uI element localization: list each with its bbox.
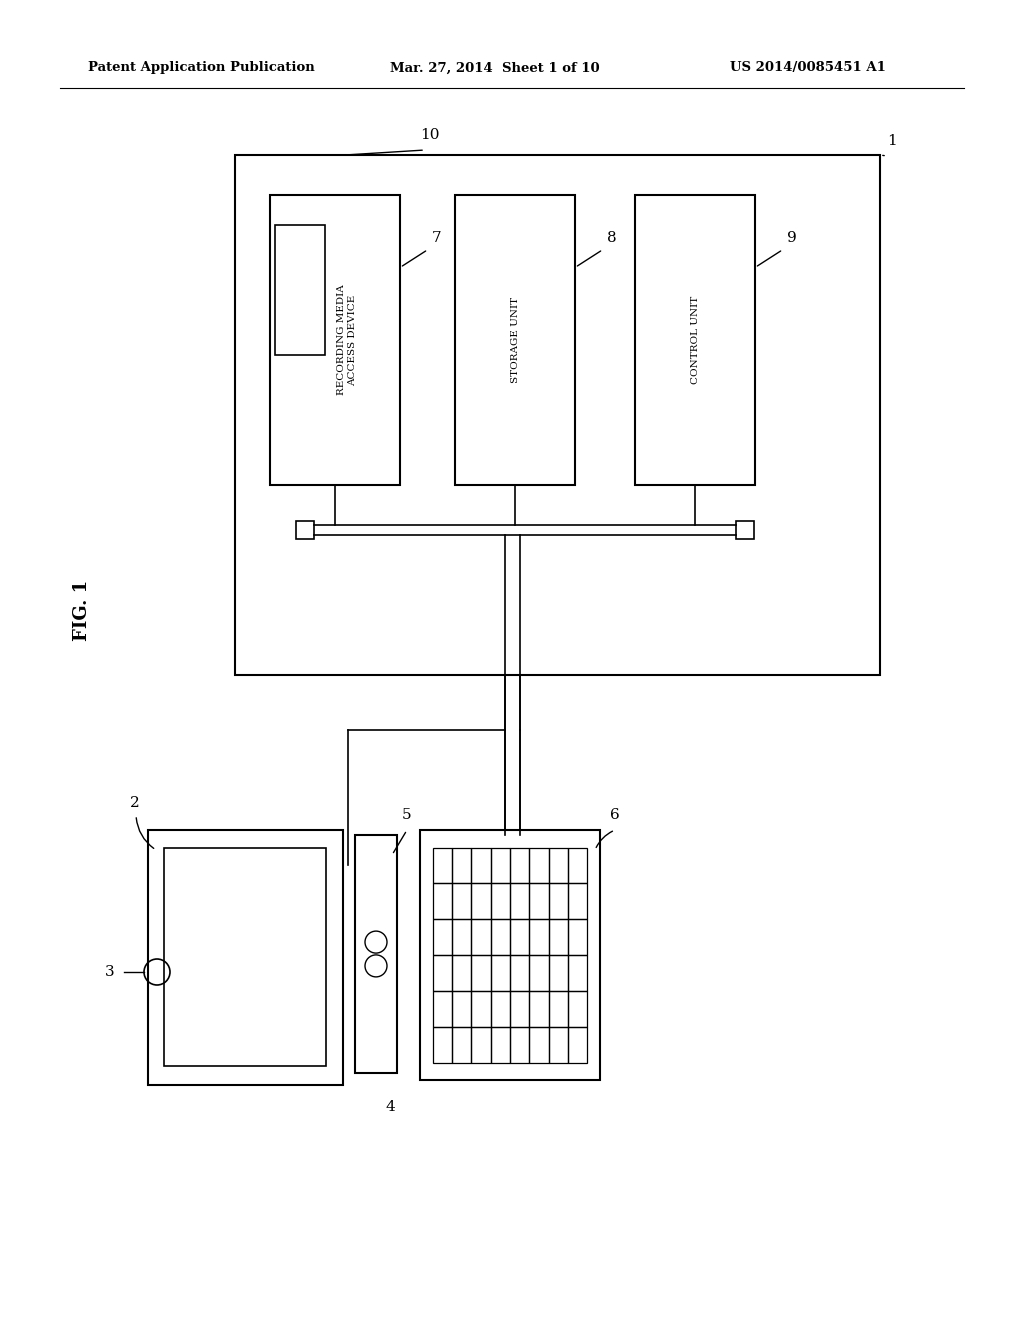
- Bar: [432, 847, 452, 883]
- Bar: [510, 1027, 529, 1063]
- Bar: [529, 991, 549, 1027]
- Bar: [452, 919, 471, 954]
- Bar: [296, 521, 314, 539]
- Bar: [736, 521, 754, 539]
- Bar: [568, 1027, 588, 1063]
- Bar: [490, 883, 510, 919]
- Bar: [568, 847, 588, 883]
- Text: 9: 9: [787, 231, 797, 246]
- Bar: [471, 919, 490, 954]
- Text: 1: 1: [887, 135, 897, 148]
- Bar: [432, 1027, 452, 1063]
- Bar: [490, 991, 510, 1027]
- Bar: [635, 195, 755, 484]
- Bar: [549, 954, 568, 991]
- Bar: [234, 154, 880, 675]
- Bar: [510, 954, 529, 991]
- Bar: [452, 847, 471, 883]
- Bar: [452, 883, 471, 919]
- Bar: [529, 954, 549, 991]
- Bar: [471, 883, 490, 919]
- Bar: [490, 919, 510, 954]
- Bar: [432, 954, 452, 991]
- Text: RECORDING MEDIA
ACCESS DEVICE: RECORDING MEDIA ACCESS DEVICE: [337, 285, 356, 396]
- Bar: [549, 991, 568, 1027]
- Text: 10: 10: [420, 128, 439, 143]
- Bar: [432, 919, 452, 954]
- Text: US 2014/0085451 A1: US 2014/0085451 A1: [730, 62, 886, 74]
- Bar: [568, 883, 588, 919]
- Bar: [471, 1027, 490, 1063]
- Text: CONTROL UNIT: CONTROL UNIT: [690, 296, 699, 384]
- Bar: [455, 195, 575, 484]
- Bar: [275, 224, 325, 355]
- Bar: [549, 847, 568, 883]
- Bar: [355, 836, 397, 1073]
- Bar: [432, 883, 452, 919]
- Bar: [270, 195, 400, 484]
- Bar: [568, 954, 588, 991]
- Bar: [471, 954, 490, 991]
- Text: Patent Application Publication: Patent Application Publication: [88, 62, 314, 74]
- Bar: [164, 847, 326, 1067]
- Text: 3: 3: [104, 965, 114, 979]
- Text: 2: 2: [130, 796, 139, 810]
- Bar: [471, 847, 490, 883]
- Bar: [471, 991, 490, 1027]
- Text: 4: 4: [385, 1100, 395, 1114]
- Bar: [529, 919, 549, 954]
- Text: 5: 5: [402, 808, 412, 822]
- Text: 8: 8: [607, 231, 616, 246]
- Text: STORAGE UNIT: STORAGE UNIT: [511, 297, 519, 383]
- Bar: [420, 830, 600, 1080]
- Bar: [490, 847, 510, 883]
- Bar: [549, 883, 568, 919]
- Bar: [510, 883, 529, 919]
- Bar: [529, 847, 549, 883]
- Bar: [490, 954, 510, 991]
- Bar: [510, 919, 529, 954]
- Bar: [432, 991, 452, 1027]
- Bar: [549, 1027, 568, 1063]
- Bar: [452, 1027, 471, 1063]
- Bar: [510, 847, 529, 883]
- Text: FIG. 1: FIG. 1: [73, 579, 91, 640]
- Bar: [510, 991, 529, 1027]
- Bar: [490, 1027, 510, 1063]
- Bar: [549, 919, 568, 954]
- Bar: [568, 991, 588, 1027]
- Bar: [568, 919, 588, 954]
- Text: 6: 6: [610, 808, 620, 822]
- Bar: [452, 954, 471, 991]
- Text: Mar. 27, 2014  Sheet 1 of 10: Mar. 27, 2014 Sheet 1 of 10: [390, 62, 600, 74]
- Bar: [148, 830, 343, 1085]
- Text: 7: 7: [432, 231, 441, 246]
- Bar: [529, 1027, 549, 1063]
- Bar: [452, 991, 471, 1027]
- Bar: [529, 883, 549, 919]
